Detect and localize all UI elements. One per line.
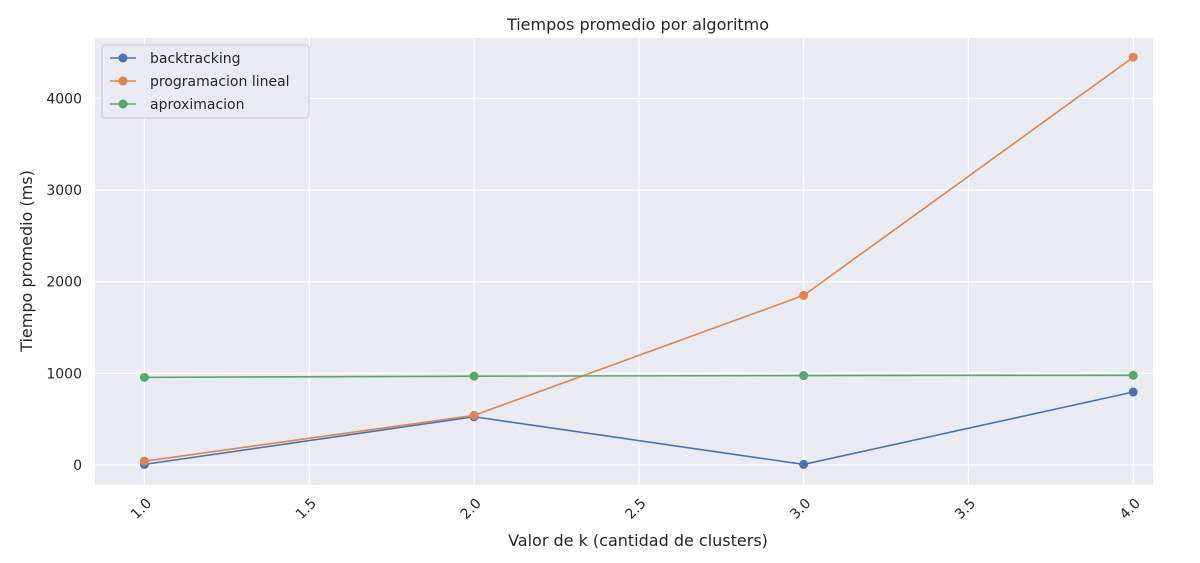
x-tick-label: 4.0 [1117, 496, 1144, 523]
data-point-programacion-lineal [469, 410, 479, 420]
data-point-programacion-lineal [1128, 52, 1138, 62]
data-point-aproximacion [139, 372, 149, 382]
data-point-aproximacion [469, 371, 479, 381]
x-tick-label: 2.0 [458, 496, 485, 523]
x-tick-label: 3.5 [952, 496, 979, 523]
data-point-aproximacion [1128, 370, 1138, 380]
legend-frame [101, 44, 310, 119]
series-aproximacion [139, 370, 1138, 382]
y-tick-label: 2000 [46, 275, 82, 291]
series-line-programacion-lineal [144, 56, 1134, 462]
y-tick-label: 3000 [46, 183, 82, 199]
x-tick-label: 2.5 [622, 496, 649, 523]
legend-marker [118, 76, 128, 86]
series-line-aproximacion [144, 374, 1134, 379]
x-axis-label: Valor de k (cantidad de clusters) [508, 531, 768, 550]
data-point-programacion-lineal [799, 290, 809, 300]
legend-label: aproximacion [150, 97, 244, 113]
legend-marker [118, 99, 128, 109]
legend-label: backtracking [150, 51, 241, 67]
y-axis-label: Tiempo promedio (ms) [17, 170, 36, 353]
legend-item-programacion-lineal: programacion lineal [110, 74, 290, 90]
y-tick-label: 1000 [46, 366, 82, 382]
x-tick-labels: 1.0 1.5 2.0 2.5 3.0 3.5 4.0 [128, 496, 1144, 523]
x-tick-label: 1.5 [293, 496, 320, 523]
y-tick-label: 0 [73, 458, 82, 474]
legend-item-aproximacion: aproximacion [110, 97, 244, 113]
series-group [139, 52, 1138, 469]
data-point-programacion-lineal [139, 456, 149, 466]
y-tick-labels: 0 1000 2000 3000 4000 [46, 91, 82, 473]
series-line-backtracking [144, 391, 1134, 466]
y-tick-label: 4000 [46, 91, 82, 107]
grid [95, 38, 1153, 485]
x-tick-label: 3.0 [787, 496, 814, 523]
x-tick-label: 1.0 [128, 496, 155, 523]
chart-title: Tiempos promedio por algoritmo [506, 15, 769, 34]
data-point-backtracking [1128, 387, 1138, 397]
data-point-aproximacion [799, 371, 809, 381]
legend-marker [118, 53, 128, 63]
legend-item-backtracking: backtracking [110, 51, 241, 67]
legend-label: programacion lineal [150, 74, 290, 90]
data-point-backtracking [799, 459, 809, 469]
series-programacion-lineal [139, 52, 1138, 466]
legend: backtracking programacion lineal aproximac… [101, 44, 310, 119]
